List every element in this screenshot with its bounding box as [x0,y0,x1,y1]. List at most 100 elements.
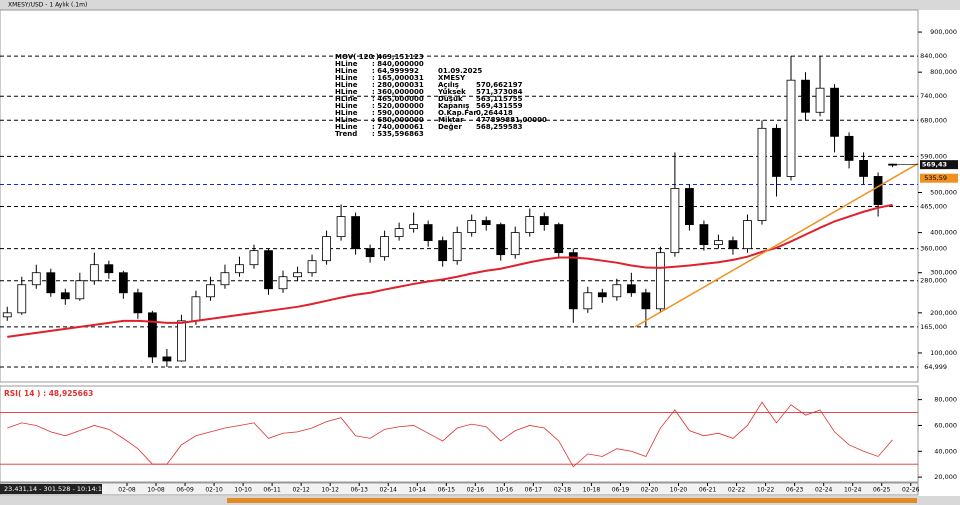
candle-body [844,135,854,161]
legend-name: HLine [335,123,358,131]
candle-body [830,87,839,137]
candle-body [583,292,593,310]
y-tick-label: 20,000 [934,473,957,481]
x-tick-label: 02-20 [641,487,659,494]
y-tick-label: 900,000 [930,28,957,36]
moving-average [7,203,893,338]
candle-body [148,312,157,358]
hline-label-box [920,322,958,331]
y-tick-label: 800,000 [930,68,957,76]
x-tick-label: 10-24 [844,487,862,494]
x-tick-label: 10-14 [409,487,427,494]
last-label-box [920,160,958,170]
status-box [0,484,102,494]
x-tick-label: 06-11 [263,487,281,494]
info-value: 570,662197 [476,81,523,89]
legend-name: HLine [335,109,358,117]
hline-label: 590,000 [920,152,947,160]
legend-value: : 469,151123 [372,53,424,61]
x-tick-label: 06-15 [438,487,456,494]
x-tick-label: 02-26 [902,487,920,494]
x-axis [0,482,919,496]
candle-body [75,280,85,300]
info-key: Yüksek [437,88,466,96]
info-value: 477899881,00000 [476,116,547,124]
status: 23.431,14 - 301.528 - 10:14:10 [4,485,106,493]
candle-body [206,284,215,298]
x-tick-label: 02-16 [467,487,485,494]
legend-name: HLine [335,81,358,89]
legend-value: : 360,000000 [372,88,424,96]
x-tick-label: 06-19 [612,487,630,494]
candle-body [626,284,636,294]
legend-value: : 520,000000 [372,102,424,110]
legend-name: HLine [335,74,358,82]
x-tick-label: 10-10 [234,487,252,494]
hline-label: 280,000 [920,277,947,285]
info-key: Düşük [438,95,463,103]
legend-value: : 64,999992 [372,67,419,75]
candle-body [220,272,230,286]
candle-body [351,216,360,250]
x-tick-label: 02-14 [380,487,398,494]
legend-name: HLine [335,95,358,103]
title-bar [0,0,960,10]
candle-body [728,240,738,250]
candle-body [714,240,723,246]
x-tick-label: 02-08 [118,487,136,494]
hline-label-box [920,244,958,253]
candle-body [264,250,273,290]
rsi-pane [0,385,919,483]
y-tick-label: 100,000 [930,349,957,357]
y-tick-label: 400,000 [930,229,957,237]
trend-line [634,162,919,328]
candle-body [46,272,56,294]
legend-name: MOV( 120 ) [335,53,379,61]
hline-label-box [920,52,958,61]
x-tick-label: 02-12 [292,487,310,494]
candle-body [510,232,520,256]
candle-body [365,248,375,258]
x-tick-label: 06-23 [786,487,804,494]
y-tick-label: 40,000 [934,447,957,455]
candle-body [786,79,796,177]
hline-label-box [920,276,958,285]
legend-value: : 590,000000 [372,109,424,117]
x-tick-label: 06-09 [176,487,194,494]
candle-body [612,284,622,298]
candle-body [89,264,99,282]
x-tick-label: 02-22 [728,487,746,494]
hline-label-box [920,92,958,101]
candle-body [525,216,535,234]
candle-body [423,224,433,242]
window-title: XMESY/USD - 1 Aylık (.1m) [8,2,87,9]
scroll-thumb[interactable] [227,498,917,503]
legend-value: : 280,000031 [372,81,424,89]
candle-body [162,356,172,362]
info-symbol: XMESY [438,74,466,82]
candle-body [2,312,12,318]
info-date: 01.09.2025 [438,67,482,75]
legend-value: : 740,000061 [372,123,424,131]
candle-body [772,127,781,177]
x-tick-label: 06-13 [350,487,368,494]
candle-body [699,224,709,246]
candle-body [452,232,462,262]
candle-body [191,296,201,322]
hline-label: 465,000 [920,203,947,211]
candle-body [249,250,259,266]
candle-body [859,160,868,177]
candle-body [539,216,549,225]
x-tick-label: 10-08 [147,487,165,494]
info-key: O.Kap.Far [438,109,477,117]
main-pane [0,9,919,383]
legend-value: : 680,000000 [372,116,424,124]
info-key: Miktar [438,116,464,124]
hline-label-box [920,116,958,125]
legend-name: HLine [335,116,358,124]
y-tick-label: 80,000 [934,396,957,404]
candle-body [873,176,883,205]
legend-value: : 465,000000 [372,95,424,103]
candle-body [322,236,331,262]
